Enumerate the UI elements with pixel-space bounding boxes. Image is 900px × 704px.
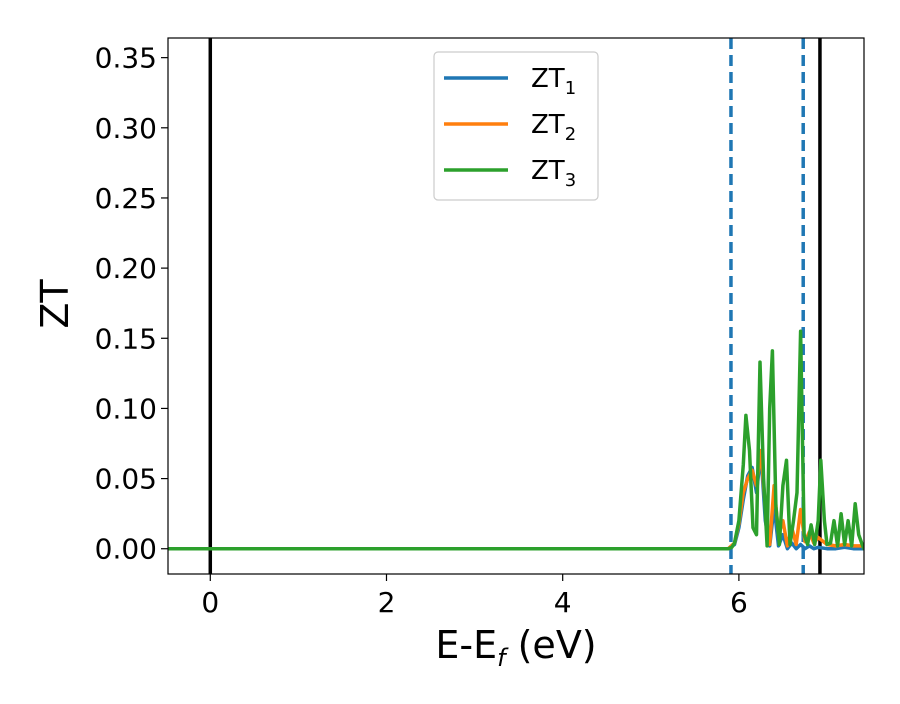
x-tick-label: 4 — [554, 586, 572, 619]
x-axis: 0 2 4 6 — [201, 574, 748, 619]
y-tick-label: 0.35 — [95, 42, 157, 75]
x-axis-title-main: E-E — [435, 623, 497, 667]
series-lines — [168, 329, 864, 551]
plot-frame — [167, 37, 865, 575]
legend-label-zt1: ZT1 — [531, 64, 576, 99]
series-line-zt3 — [168, 329, 864, 551]
y-tick-label: 0.05 — [95, 463, 157, 496]
legend-label-zt3: ZT3 — [531, 156, 576, 191]
x-axis-title-unit: (eV) — [506, 623, 597, 667]
legend-label-zt2: ZT2 — [531, 110, 576, 145]
y-axis-title: ZT — [33, 279, 77, 329]
series-line-zt2 — [168, 448, 864, 551]
legend-box — [433, 51, 599, 201]
y-tick-label: 0.25 — [95, 182, 157, 215]
y-tick-label: 0.15 — [95, 322, 157, 355]
x-axis-title: E-Ef (eV) — [435, 623, 596, 672]
x-tick-label: 6 — [730, 586, 748, 619]
legend: ZT1 ZT2 ZT3 — [433, 51, 599, 201]
y-tick-label: 0.10 — [95, 392, 157, 425]
x-tick-label: 2 — [378, 586, 396, 619]
y-tick-label: 0.30 — [95, 112, 157, 145]
y-tick-label: 0.00 — [95, 533, 157, 566]
y-tick-label: 0.20 — [95, 252, 157, 285]
y-axis: 0.00 0.05 0.10 0.15 0.20 0.25 0.30 0.35 — [95, 42, 168, 566]
x-tick-label: 0 — [201, 586, 219, 619]
